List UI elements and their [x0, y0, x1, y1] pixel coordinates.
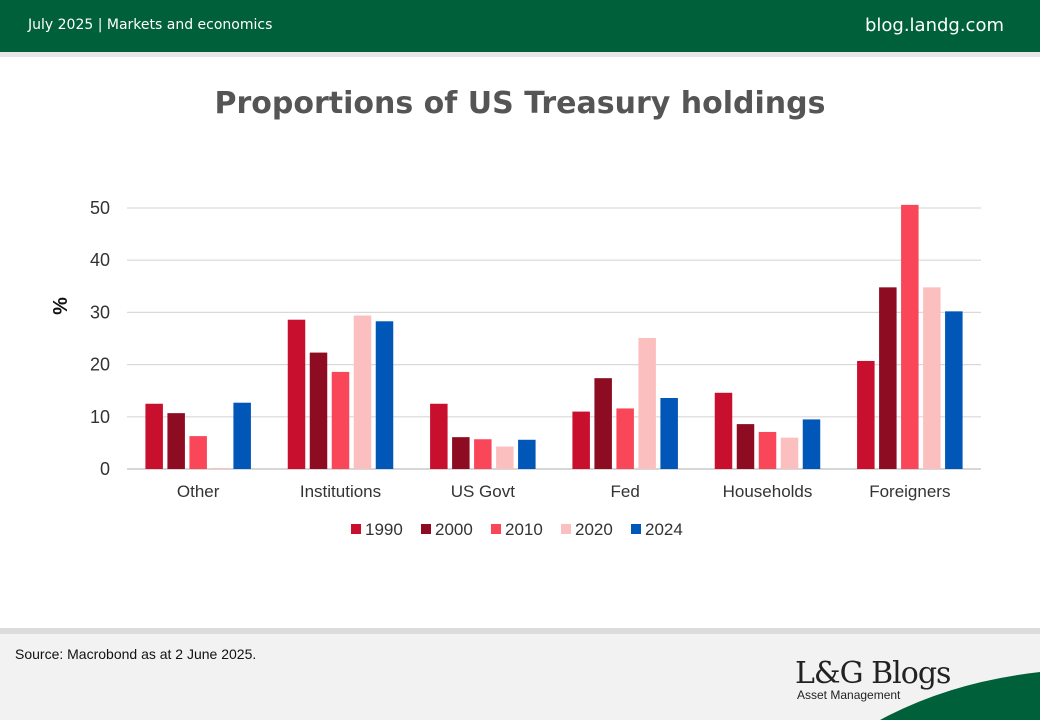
- bar: [287, 319, 306, 469]
- x-tick-label: Other: [177, 482, 220, 501]
- x-tick-label: US Govt: [451, 482, 516, 501]
- bar: [901, 204, 919, 470]
- legend-swatch: [351, 524, 361, 534]
- bar: [518, 439, 536, 469]
- bar: [594, 378, 612, 469]
- bar: [233, 402, 251, 469]
- logo-title: L&G Blogs: [795, 656, 951, 691]
- bar: [211, 467, 229, 469]
- bar: [331, 371, 350, 469]
- bar: [430, 403, 448, 469]
- bar: [353, 315, 372, 469]
- bar: [945, 311, 963, 469]
- legend-swatch: [491, 524, 501, 534]
- x-tick-label: Foreigners: [869, 482, 950, 501]
- bar: [660, 398, 678, 469]
- logo-swoosh: [880, 672, 1040, 720]
- legend-label: 2010: [505, 520, 543, 539]
- legend-label: 2000: [435, 520, 473, 539]
- bar: [145, 403, 163, 469]
- bar-chart: 0 10 20 30 40 50% Other Institutions US Govt Fed H…: [50, 198, 981, 539]
- legend-label: 2024: [645, 520, 683, 539]
- bar: [616, 408, 634, 469]
- footer-panel: [0, 628, 1040, 720]
- logo-subtitle: Asset Management: [797, 688, 901, 702]
- legend-label: 2020: [575, 520, 613, 539]
- y-tick-label: 0: [100, 459, 110, 479]
- y-tick-label: 40: [90, 250, 110, 270]
- header-bar: July 2025 | Markets and economics blog.l…: [0, 0, 1040, 52]
- header-date-category: July 2025 | Markets and economics: [28, 17, 273, 33]
- bar: [736, 424, 755, 469]
- bar: [496, 446, 514, 469]
- bar: [572, 411, 590, 469]
- x-tick-label: Fed: [611, 482, 640, 501]
- x-tick-label: Households: [723, 482, 813, 501]
- bar: [879, 287, 897, 469]
- bar: [857, 360, 875, 469]
- bar: [189, 436, 207, 469]
- source-note: Source: Macrobond as at 2 June 2025.: [15, 646, 257, 662]
- bar: [167, 413, 185, 469]
- legend-label: 1990: [365, 520, 403, 539]
- chart-title: Proportions of US Treasury holdings: [214, 86, 826, 121]
- y-axis-label: %: [50, 297, 72, 315]
- bar: [802, 419, 821, 469]
- bar: [375, 321, 394, 469]
- header-site-link[interactable]: blog.landg.com: [864, 15, 1004, 36]
- bar: [638, 337, 656, 469]
- bar: [309, 352, 328, 469]
- header-divider: [0, 52, 1040, 57]
- footer-divider: [0, 628, 1040, 634]
- y-tick-label: 50: [90, 198, 110, 218]
- legend-swatch: [421, 524, 431, 534]
- legend-swatch: [631, 524, 641, 534]
- bar: [452, 437, 470, 469]
- x-tick-label: Institutions: [300, 482, 381, 501]
- bar: [923, 287, 941, 469]
- bar: [758, 431, 777, 469]
- bar: [474, 439, 492, 469]
- y-tick-label: 10: [90, 407, 110, 427]
- y-tick-label: 30: [90, 302, 110, 322]
- legend-swatch: [561, 524, 571, 534]
- y-tick-label: 20: [90, 355, 110, 375]
- bar: [780, 437, 799, 469]
- bar: [714, 392, 733, 469]
